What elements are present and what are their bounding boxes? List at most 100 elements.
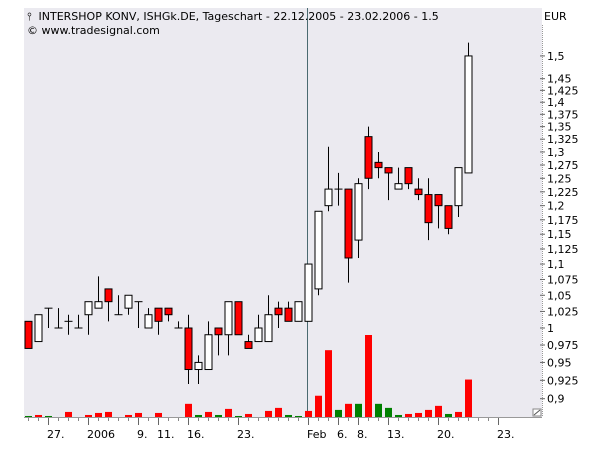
volume-bar <box>85 414 92 417</box>
volume-bar <box>185 403 192 417</box>
volume-bar <box>355 403 362 417</box>
y-tick-label: 1,1 <box>547 258 565 271</box>
volume-bar <box>195 414 202 417</box>
y-tick-label: 1,2 <box>547 200 565 213</box>
volume-bar <box>315 395 322 417</box>
x-tick-label: 23. <box>497 428 515 441</box>
y-tick-label: 1,25 <box>547 172 572 185</box>
candle-down <box>364 136 373 179</box>
y-tick-label: 0,95 <box>547 356 572 369</box>
candle-up <box>34 314 43 343</box>
volume-bar <box>125 414 132 417</box>
candle-up <box>294 301 303 322</box>
y-tick-label: 1,225 <box>547 186 579 199</box>
x-tick-label: 16. <box>187 428 205 441</box>
volume-bar <box>45 415 52 417</box>
candle-up <box>254 327 263 343</box>
volume-bar <box>405 413 412 417</box>
volume-bar <box>235 415 242 417</box>
candle-down <box>234 301 243 336</box>
volume-bar <box>375 403 382 417</box>
volume-bar <box>35 414 42 417</box>
y-tick-label: 1,275 <box>547 159 579 172</box>
y-tick-label: 1,05 <box>547 289 572 302</box>
volume-bar <box>65 411 72 417</box>
y-tick-label: 1,325 <box>547 133 579 146</box>
volume-bar <box>335 409 342 417</box>
volume-bar <box>245 413 252 417</box>
chart-title: ⫯ INTERSHOP KONV, ISHGk.DE, Tageschart -… <box>27 10 439 24</box>
candle-up <box>94 301 103 309</box>
candle-up <box>354 183 363 241</box>
candle-down <box>344 188 353 259</box>
candle-down <box>424 194 433 224</box>
candle-down <box>404 167 413 185</box>
x-tick-label: 2006 <box>87 428 115 441</box>
x-tick-label: 8. <box>357 428 368 441</box>
x-tick-label: 27. <box>47 428 65 441</box>
candle-down <box>434 194 443 207</box>
resize-handle[interactable] <box>532 408 542 417</box>
candle-up <box>144 314 153 329</box>
candle-up <box>324 188 333 207</box>
y-tick-label: 1,15 <box>547 228 572 241</box>
volume-bar <box>425 409 432 417</box>
volume-bar <box>135 412 142 417</box>
y-tick-label: 0,925 <box>547 374 579 387</box>
y-tick-label: 1,4 <box>547 96 565 109</box>
volume-bar <box>385 407 392 417</box>
x-tick-label: 20. <box>437 428 455 441</box>
volume-bar <box>455 411 462 417</box>
y-tick-label: 1,3 <box>547 146 565 159</box>
candle-up <box>264 314 273 343</box>
y-tick-label: 1 <box>547 322 554 335</box>
y-tick-label: 0,975 <box>547 339 579 352</box>
chart-title-text: INTERSHOP KONV, ISHGk.DE, Tageschart - 2… <box>38 10 439 23</box>
candle-up <box>464 55 473 174</box>
candle-down <box>274 307 283 316</box>
volume-bar <box>95 412 102 417</box>
x-tick-label: 23. <box>237 428 255 441</box>
volume-bar <box>345 403 352 417</box>
candle-up <box>454 167 463 207</box>
y-tick-label: 1,075 <box>547 273 579 286</box>
y-tick-label: 1,45 <box>547 73 572 86</box>
candle-down <box>184 327 193 371</box>
copyright-text: © www.tradesignal.com <box>27 24 160 37</box>
candle-up <box>314 210 323 290</box>
candle-down <box>154 307 163 322</box>
candle-up <box>84 301 93 316</box>
y-tick-label: 1,425 <box>547 84 579 97</box>
y-tick-label: 1,025 <box>547 305 579 318</box>
candle-up <box>394 183 403 190</box>
candle-down <box>164 307 173 316</box>
candle-down <box>444 205 453 229</box>
volume-bar <box>105 411 112 417</box>
x-tick-label: 9. <box>137 428 148 441</box>
y-tick-label: 1,375 <box>547 108 579 121</box>
volume-bar <box>325 350 332 417</box>
volume-bar <box>225 408 232 417</box>
x-tick-label: 13. <box>387 428 405 441</box>
candle-up <box>194 361 203 371</box>
y-tick-label: 1,35 <box>547 121 572 134</box>
volume-bar <box>365 335 372 417</box>
y-tick-label: 1,5 <box>547 50 565 63</box>
x-tick-label: 6. <box>337 428 348 441</box>
volume-bar <box>275 407 282 417</box>
volume-bar <box>395 414 402 417</box>
candle-up <box>204 334 213 371</box>
candle-up <box>304 263 313 322</box>
volume-bar <box>215 414 222 417</box>
volume-bar <box>445 413 452 417</box>
volume-bar <box>205 411 212 417</box>
volume-bar <box>415 412 422 417</box>
candle-up <box>224 301 233 336</box>
candle-up <box>124 294 133 309</box>
x-tick-label: Feb <box>307 428 326 441</box>
volume-bar <box>435 405 442 417</box>
y-tick-label: 1,175 <box>547 214 579 227</box>
currency-label: EUR <box>544 10 567 23</box>
candle-down <box>384 167 393 174</box>
